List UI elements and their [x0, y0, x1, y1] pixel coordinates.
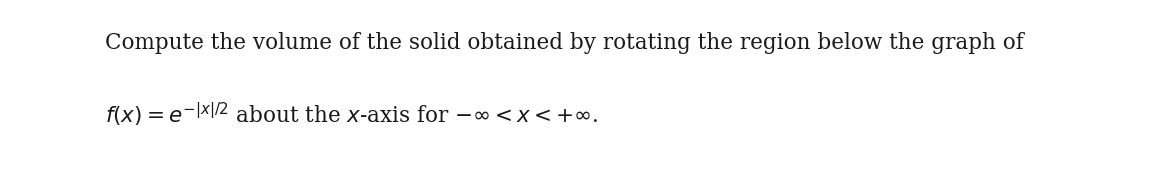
Text: $f(x) = e^{-|x|/2}$ about the $x$-axis for $-\infty < x < +\infty$.: $f(x) = e^{-|x|/2}$ about the $x$-axis f… — [105, 101, 599, 129]
Text: Compute the volume of the solid obtained by rotating the region below the graph : Compute the volume of the solid obtained… — [105, 32, 1024, 54]
